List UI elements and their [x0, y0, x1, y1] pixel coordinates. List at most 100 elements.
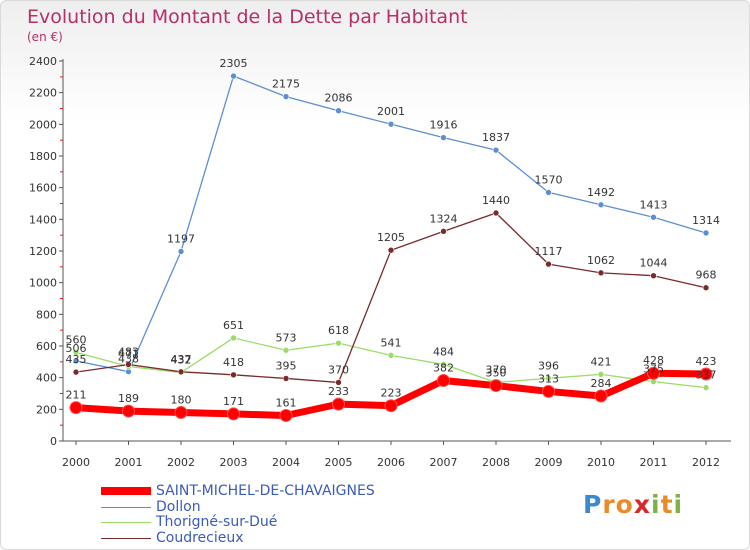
data-label: 1837: [482, 131, 510, 144]
x-tick-label: 2006: [377, 456, 405, 469]
data-label: 968: [696, 269, 717, 282]
data-label: 395: [276, 359, 297, 372]
data-point: [650, 272, 657, 280]
data-point: [72, 349, 80, 356]
data-point: [335, 107, 342, 115]
data-point: [597, 269, 605, 277]
data-label: 428: [643, 354, 664, 367]
data-point: [437, 374, 450, 388]
data-point: [282, 346, 290, 354]
data-label: 1492: [587, 186, 615, 199]
chart-unit-label: (en €): [27, 30, 63, 44]
series-line: [75, 75, 707, 373]
data-label: 337: [696, 369, 717, 382]
data-label: 484: [433, 345, 454, 358]
data-label: 1916: [430, 119, 458, 132]
data-label: 350: [486, 367, 507, 380]
data-label: 560: [66, 333, 87, 346]
x-tick-label: 2008: [482, 456, 510, 469]
data-label: 313: [538, 372, 559, 385]
y-tick-label: 600: [36, 340, 57, 353]
data-point: [122, 404, 135, 418]
data-point: [545, 374, 552, 382]
proxiti-logo: Proxiti: [583, 490, 683, 519]
y-tick-label: 2400: [29, 55, 57, 68]
legend-swatch-saint-michel: [101, 487, 151, 495]
data-label: 370: [486, 363, 507, 376]
data-label: 506: [66, 342, 87, 355]
data-label: 396: [538, 359, 559, 372]
x-tick-label: 2012: [692, 456, 720, 469]
x-tick-label: 2003: [220, 456, 248, 469]
data-label: 1062: [587, 254, 615, 267]
x-tick-label: 2004: [272, 456, 300, 469]
data-label: 421: [591, 355, 612, 368]
y-tick-label: 1400: [29, 213, 57, 226]
data-point: [387, 120, 395, 128]
data-point: [489, 379, 503, 393]
data-point: [545, 189, 552, 196]
data-point: [279, 409, 293, 423]
data-point: [702, 229, 710, 237]
logo-letter: o: [615, 490, 634, 519]
data-point: [702, 284, 710, 292]
y-tick-label: 400: [36, 372, 57, 385]
data-label: 189: [118, 392, 139, 405]
data-point: [699, 367, 713, 381]
data-label: 2305: [220, 57, 248, 70]
data-point: [384, 399, 398, 413]
y-tick-label: 1600: [29, 182, 57, 195]
data-point: [440, 134, 447, 141]
data-point: [597, 201, 605, 209]
data-label: 435: [66, 353, 87, 366]
data-point: [332, 397, 345, 411]
data-label: 1570: [535, 173, 563, 186]
data-label: 223: [381, 387, 402, 400]
data-label: 483: [118, 346, 139, 359]
data-label: 573: [276, 331, 297, 344]
data-label: 1324: [430, 212, 458, 225]
data-label: 171: [223, 395, 244, 408]
data-label: 382: [433, 362, 454, 375]
y-tick-label: 2200: [29, 87, 57, 100]
data-point: [69, 401, 83, 415]
y-tick-label: 1800: [29, 150, 57, 163]
data-label: 2175: [272, 78, 300, 91]
data-point: [492, 146, 500, 154]
logo-letter: r: [602, 490, 616, 519]
legend-swatch-dollon: [101, 506, 151, 508]
data-point: [177, 368, 185, 376]
legend-label-coudrecieux: Coudrecieux: [156, 529, 244, 546]
x-tick-label: 2005: [325, 456, 353, 469]
data-point: [282, 375, 290, 382]
logo-letter: i: [673, 490, 684, 519]
data-label: 2001: [377, 105, 405, 118]
data-label: 180: [171, 394, 192, 407]
data-label: 161: [276, 397, 297, 410]
y-tick-label: 800: [36, 308, 57, 321]
legend-label-saint-michel: SAINT-MICHEL-DE-CHAVAIGNES: [156, 483, 375, 499]
data-point: [335, 379, 342, 386]
x-tick-label: 2010: [587, 456, 615, 469]
data-label: 211: [66, 389, 87, 402]
data-point: [650, 213, 657, 221]
y-tick-label: 2000: [29, 118, 57, 131]
data-point: [177, 248, 185, 255]
x-tick-label: 2001: [115, 456, 143, 469]
y-tick-label: 1200: [29, 245, 57, 258]
data-label: 2086: [325, 92, 353, 105]
data-point: [545, 260, 552, 268]
data-point: [230, 72, 237, 80]
data-point: [230, 334, 237, 342]
data-label: 1205: [377, 231, 405, 244]
data-label: 541: [381, 336, 402, 349]
logo-letter: x: [633, 490, 651, 519]
data-label: 1413: [640, 198, 668, 211]
legend-swatch-thorigne: [101, 522, 151, 523]
data-point: [72, 357, 80, 365]
data-point: [492, 209, 500, 217]
logo-letter: i: [651, 490, 661, 519]
legend-label-thorigne: Thorigné-sur-Dué: [156, 514, 278, 530]
